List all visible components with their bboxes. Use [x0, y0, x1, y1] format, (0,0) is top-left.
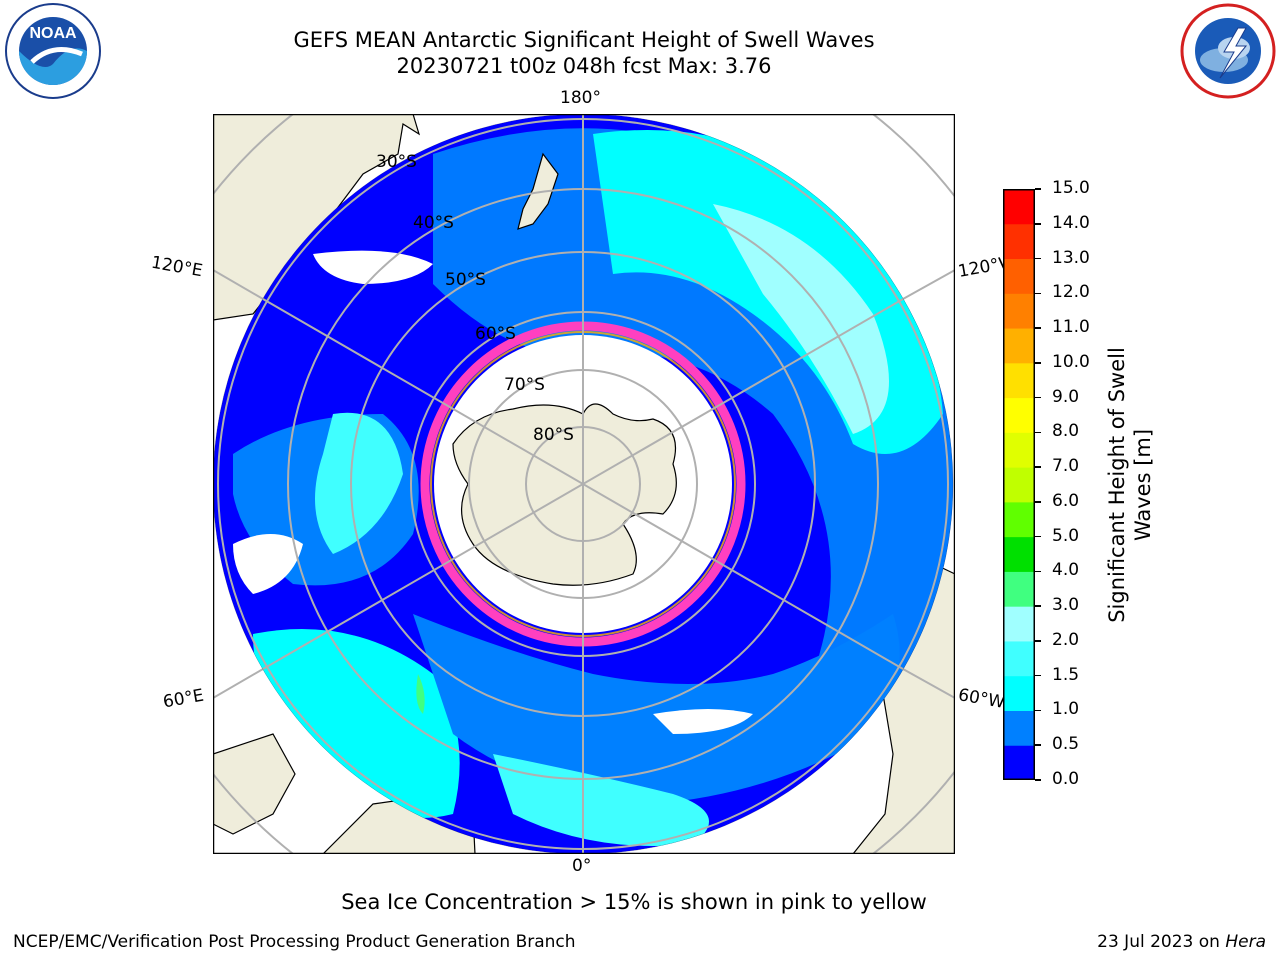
colorbar-tick-label: 1.5	[1052, 664, 1080, 685]
colorbar-tick-label: 5.0	[1052, 525, 1080, 546]
colorbar-tick-mark	[1035, 257, 1041, 260]
lat-label-40s: 40°S	[413, 213, 454, 233]
lat-label-70s: 70°S	[504, 375, 545, 395]
colorbar-bin	[1003, 328, 1035, 364]
polar-map	[213, 114, 955, 854]
map-frame	[213, 114, 955, 854]
colorbar-tick-label: 8.0	[1052, 421, 1080, 442]
chart-subtitle: 20230721 t00z 048h fcst Max: 3.76	[396, 54, 772, 78]
colorbar-tick-label: 15.0	[1052, 178, 1090, 198]
colorbar-tick-label: 0.5	[1052, 734, 1080, 755]
chart-title: GEFS MEAN Antarctic Significant Height o…	[293, 28, 875, 52]
colorbar-tick-label: 9.0	[1052, 386, 1080, 407]
colorbar-bin	[1003, 223, 1035, 260]
colorbar-tick-label: 13.0	[1052, 247, 1090, 268]
lon-label-60w: 60°W	[956, 685, 1007, 713]
australia-land	[213, 114, 421, 321]
colorbar-tick-mark	[1035, 223, 1041, 225]
noaa-logo-icon: NOAA	[5, 3, 101, 99]
lon-label-180: 180°	[560, 88, 601, 108]
lat-label-50s: 50°S	[445, 270, 486, 290]
colorbar-bin	[1003, 293, 1035, 329]
colorbar-tick-label: 4.0	[1052, 560, 1080, 581]
colorbar-tick-mark	[1035, 188, 1041, 190]
colorbar-tick-mark	[1035, 570, 1041, 573]
colorbar-tick-mark	[1035, 292, 1041, 295]
colorbar-bin	[1003, 397, 1035, 433]
colorbar	[1003, 189, 1035, 780]
colorbar-tick-mark	[1035, 779, 1041, 781]
colorbar-bin	[1003, 362, 1035, 399]
colorbar-bin	[1003, 501, 1035, 538]
nws-logo-icon	[1180, 3, 1276, 99]
colorbar-tick-mark	[1035, 744, 1041, 746]
colorbar-tick-label: 1.0	[1052, 699, 1080, 720]
colorbar-bin	[1003, 467, 1035, 503]
graticule	[217, 114, 949, 854]
footer-credit: NCEP/EMC/Verification Post Processing Pr…	[13, 932, 576, 952]
colorbar-tick-label: 11.0	[1052, 317, 1090, 338]
colorbar-bin	[1003, 710, 1035, 746]
colorbar-tick-mark	[1035, 431, 1041, 434]
noaa-logo-text: NOAA	[29, 25, 77, 42]
colorbar-tick-mark	[1035, 709, 1041, 712]
colorbar-tick-mark	[1035, 535, 1041, 538]
sea-ice-note: Sea Ice Concentration > 15% is shown in …	[341, 890, 927, 914]
colorbar-bin	[1003, 571, 1035, 607]
colorbar-bin	[1003, 189, 1035, 225]
colorbar-bin	[1003, 536, 1035, 572]
lat-label-80s: 80°S	[533, 425, 574, 445]
colorbar-bin	[1003, 258, 1035, 294]
colorbar-bin	[1003, 432, 1035, 468]
colorbar-tick-label: 12.0	[1052, 282, 1090, 303]
colorbar-tick-label: 3.0	[1052, 595, 1080, 616]
colorbar-tick-mark	[1035, 327, 1041, 329]
lon-label-0: 0°	[572, 856, 592, 876]
lon-label-120e: 120°E	[149, 252, 205, 282]
colorbar-bin	[1003, 675, 1035, 711]
madagascar-land	[213, 733, 296, 835]
colorbar-tick-label: 7.0	[1052, 456, 1080, 477]
colorbar-tick-mark	[1035, 362, 1041, 364]
colorbar-tick-label: 0.0	[1052, 769, 1080, 789]
colorbar-tick-label: 10.0	[1052, 351, 1090, 372]
colorbar-bin	[1003, 606, 1035, 642]
colorbar-tick-label: 14.0	[1052, 212, 1090, 233]
lat-label-30s: 30°S	[376, 152, 417, 172]
colorbar-tick-label: 2.0	[1052, 629, 1080, 650]
colorbar-title: Significant Height of Swell Waves [m]	[1105, 347, 1155, 623]
footer-date: 23 Jul 2023 on Hera	[1097, 932, 1266, 952]
colorbar-tick-mark	[1035, 501, 1041, 503]
colorbar-tick-mark	[1035, 674, 1041, 677]
lon-label-60e: 60°E	[161, 685, 206, 713]
colorbar-tick-label: 6.0	[1052, 490, 1080, 511]
colorbar-tick-mark	[1035, 396, 1041, 399]
lat-label-60s: 60°S	[475, 324, 516, 344]
colorbar-tick-mark	[1035, 605, 1041, 607]
colorbar-bin	[1003, 745, 1035, 780]
colorbar-bin	[1003, 640, 1035, 677]
colorbar-tick-mark	[1035, 640, 1041, 642]
colorbar-tick-mark	[1035, 466, 1041, 468]
